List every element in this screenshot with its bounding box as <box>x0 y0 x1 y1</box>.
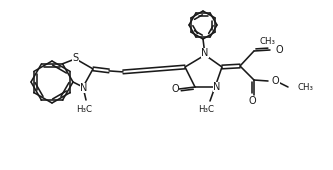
Text: CH₃: CH₃ <box>297 82 313 91</box>
Text: O: O <box>248 96 256 106</box>
Text: N: N <box>213 82 221 92</box>
Text: N: N <box>201 48 209 58</box>
Text: S: S <box>73 53 79 63</box>
Text: H₃C: H₃C <box>198 105 214 114</box>
Text: O: O <box>275 45 283 55</box>
Text: O: O <box>272 76 280 86</box>
Text: O: O <box>171 84 179 94</box>
Text: CH₃: CH₃ <box>259 38 275 47</box>
Text: N: N <box>80 83 88 93</box>
Text: H₃C: H₃C <box>76 105 92 114</box>
